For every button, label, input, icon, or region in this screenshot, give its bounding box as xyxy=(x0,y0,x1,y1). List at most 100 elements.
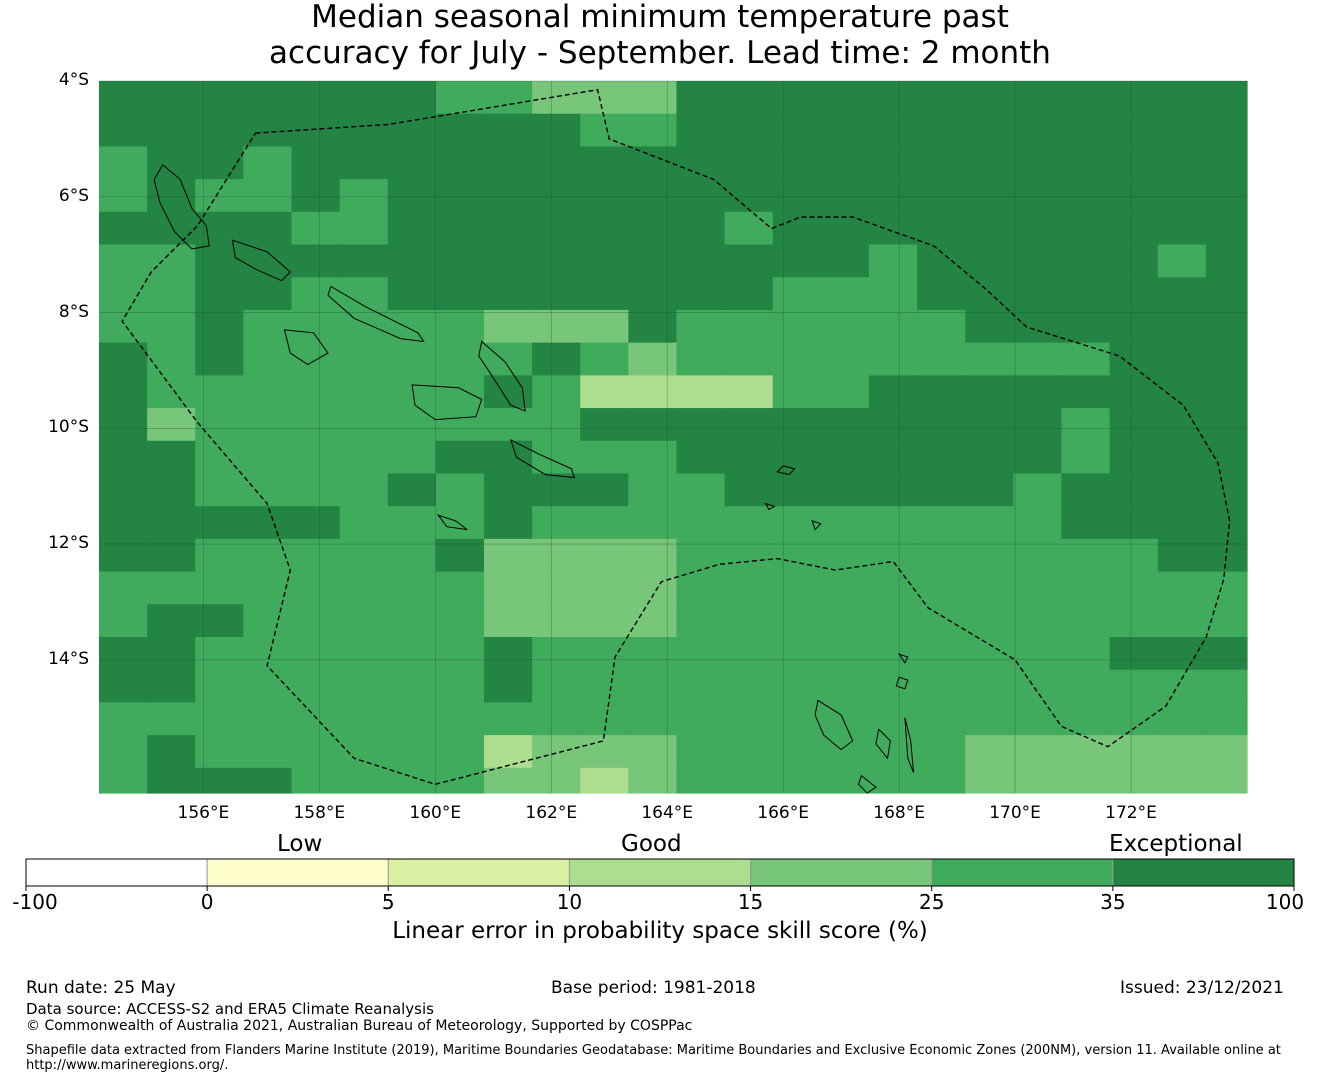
grid-cell xyxy=(483,604,533,638)
latitude-label: 12°S xyxy=(48,533,89,554)
grid-cell xyxy=(676,277,726,311)
grid-cell xyxy=(917,538,966,573)
grid-cell xyxy=(147,113,196,148)
grid-cell xyxy=(580,538,629,573)
grid-cell xyxy=(99,669,148,704)
grid-cell xyxy=(724,113,774,148)
grid-cell xyxy=(724,473,774,507)
grid-cell xyxy=(483,637,533,671)
category-label-low: Low xyxy=(277,831,323,857)
grid-cell xyxy=(1205,408,1248,442)
grid-cell xyxy=(435,669,485,704)
grid-cell xyxy=(339,277,389,311)
grid-cell xyxy=(676,211,726,246)
grid-cell xyxy=(868,440,918,475)
grid-cell xyxy=(628,538,678,573)
grid-cell xyxy=(532,767,581,794)
grid-cell xyxy=(387,440,437,475)
grid-cell xyxy=(195,735,244,769)
grid-cell xyxy=(243,669,293,704)
grid-cell xyxy=(1205,440,1248,475)
grid-cell xyxy=(435,440,485,475)
grid-cell xyxy=(532,571,581,605)
grid-cell xyxy=(1205,146,1248,180)
grid-cell xyxy=(868,113,918,148)
grid-cell xyxy=(532,309,581,344)
grid-cell xyxy=(483,179,533,213)
grid-cell xyxy=(868,244,918,278)
grid-cell xyxy=(195,146,244,180)
colorbar-segment xyxy=(387,858,570,887)
grid-cell xyxy=(772,408,822,442)
grid-cell xyxy=(1109,506,1159,540)
grid-cell xyxy=(1013,735,1063,769)
grid-cell xyxy=(1013,702,1063,736)
grid-cell xyxy=(917,506,966,540)
grid-cell xyxy=(868,408,918,442)
grid-cell xyxy=(195,179,244,213)
grid-cell xyxy=(387,113,437,148)
grid-cell xyxy=(99,113,148,148)
grid-cell xyxy=(676,538,726,573)
grid-cell xyxy=(1013,179,1063,213)
grid-cell xyxy=(724,538,774,573)
grid-cell xyxy=(147,81,196,115)
grid-cell xyxy=(435,309,485,344)
grid-cell xyxy=(532,408,581,442)
grid-cell xyxy=(628,506,678,540)
grid-cell xyxy=(435,767,485,794)
grid-cell xyxy=(917,309,966,344)
grid-cell xyxy=(917,669,966,704)
grid-cell xyxy=(820,767,870,794)
grid-cell xyxy=(628,604,678,638)
grid-cell xyxy=(483,473,533,507)
grid-cell xyxy=(387,604,437,638)
colorbar-tick-label: 100 xyxy=(1265,890,1305,914)
grid-cell xyxy=(917,571,966,605)
grid-cell xyxy=(435,81,485,115)
grid-cell xyxy=(243,408,293,442)
grid-cell xyxy=(147,604,196,638)
grid-cell xyxy=(483,408,533,442)
issued-date: Issued: 23/12/2021 xyxy=(1120,978,1284,998)
grid-cell xyxy=(1061,81,1111,115)
grid-cell xyxy=(147,211,196,246)
grid-cell xyxy=(1061,440,1111,475)
grid-cell xyxy=(435,277,485,311)
grid-cell xyxy=(1157,408,1207,442)
grid-cell xyxy=(917,244,966,278)
grid-cell xyxy=(820,735,870,769)
grid-cell xyxy=(820,440,870,475)
grid-cell xyxy=(772,81,822,115)
grid-cell xyxy=(291,146,341,180)
grid-cell xyxy=(1205,604,1248,638)
grid-cell xyxy=(1157,113,1207,148)
grid-cell xyxy=(1109,604,1159,638)
grid-cell xyxy=(1157,669,1207,704)
grid-cell xyxy=(676,146,726,180)
eez-boundary xyxy=(121,88,1231,786)
grid-cell xyxy=(532,146,581,180)
grid-cell xyxy=(1061,179,1111,213)
grid-cell xyxy=(99,473,148,507)
grid-cell xyxy=(195,473,244,507)
grid-cell xyxy=(1061,211,1111,246)
grid-cell xyxy=(917,277,966,311)
colorbar xyxy=(25,858,1295,891)
grid-cell xyxy=(195,309,244,344)
grid-cell xyxy=(1013,146,1063,180)
grid-cell xyxy=(917,735,966,769)
grid-cell xyxy=(483,277,533,311)
grid-cell xyxy=(291,309,341,344)
grid-cell xyxy=(291,473,341,507)
grid-cell xyxy=(628,669,678,704)
grid-cell xyxy=(676,440,726,475)
grid-cell xyxy=(435,604,485,638)
grid-cell xyxy=(1157,277,1207,311)
grid-cell xyxy=(1013,506,1063,540)
island-coastline xyxy=(811,520,822,531)
grid-cell xyxy=(483,113,533,148)
grid-cell xyxy=(1205,506,1248,540)
grid-cell xyxy=(339,440,389,475)
grid-cell xyxy=(532,440,581,475)
